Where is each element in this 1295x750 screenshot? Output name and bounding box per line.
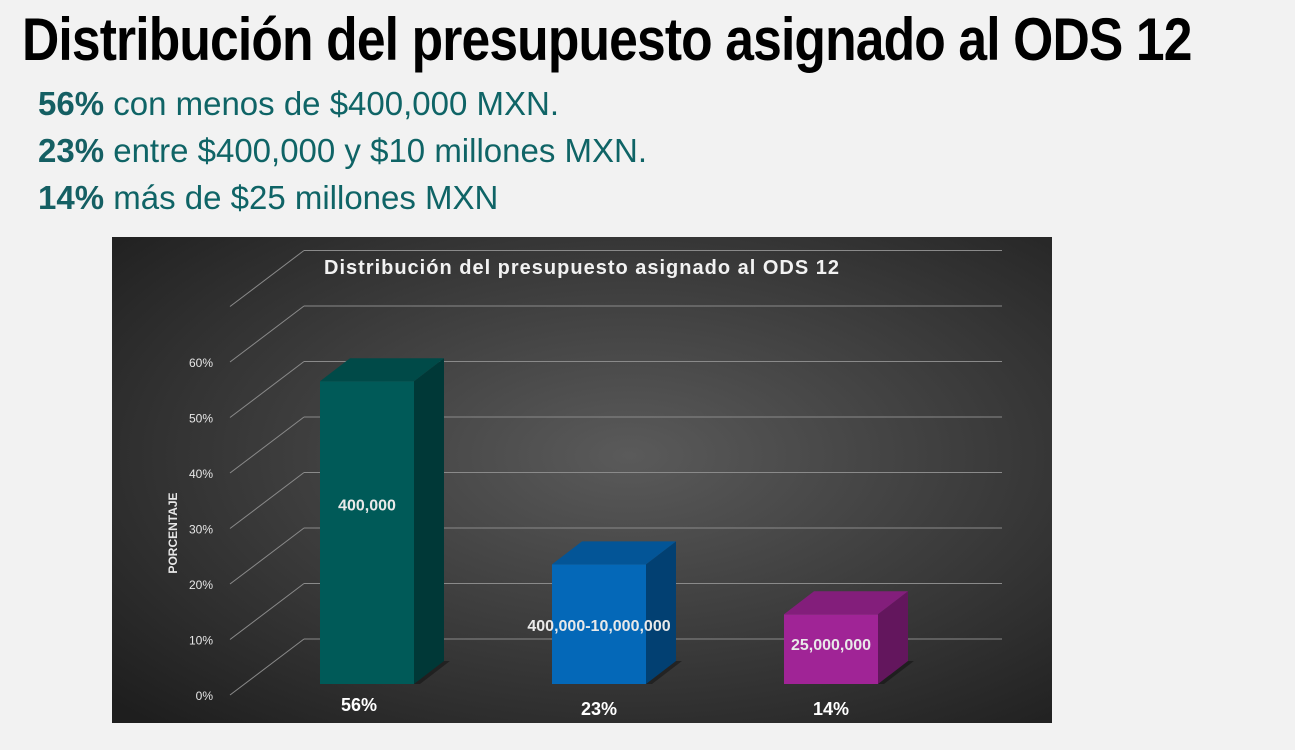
- y-tick-label: 20%: [189, 578, 213, 592]
- summary-bullets: 56% con menos de $400,000 MXN. 23% entre…: [38, 80, 647, 221]
- bar: 400,000-10,000,000: [527, 541, 682, 684]
- bar-top: [552, 541, 676, 565]
- chart-title: Distribución del presupuesto asignado al…: [324, 257, 840, 279]
- y-tick-label: 30%: [189, 523, 213, 537]
- y-tick-label: 50%: [189, 412, 213, 426]
- bar-front: [784, 614, 878, 684]
- bullet-text: entre $400,000 y $10 millones MXN.: [104, 132, 648, 169]
- bar-side: [646, 541, 676, 684]
- gridline-depth: [229, 527, 305, 585]
- bar-chart: Distribución del presupuesto asignado al…: [112, 237, 1052, 723]
- bar-front: [552, 564, 646, 684]
- y-tick-label: 0%: [196, 689, 214, 703]
- gridline-depth: [229, 583, 305, 640]
- bullet-text: más de $25 millones MXN: [104, 179, 499, 216]
- data-label: 25,000,000: [791, 637, 871, 654]
- category-label: 14%: [813, 699, 849, 719]
- y-tick-label: 60%: [189, 356, 213, 370]
- slide-title: Distribución del presupuesto asignado al…: [22, 6, 1192, 73]
- bullet-percentage: 14%: [38, 179, 105, 216]
- bullet-item: 23% entre $400,000 y $10 millones MXN.: [38, 127, 647, 174]
- gridline-depth: [229, 416, 305, 474]
- bullet-item: 56% con menos de $400,000 MXN.: [38, 80, 647, 127]
- y-tick-label: 10%: [189, 634, 213, 648]
- y-tick-label: 40%: [189, 467, 213, 481]
- bullet-percentage: 23%: [38, 132, 105, 169]
- data-label: 400,000-10,000,000: [527, 618, 670, 635]
- gridline-depth: [229, 305, 305, 363]
- bar: 400,000: [320, 358, 450, 684]
- category-label: 23%: [581, 699, 617, 719]
- bullet-item: 14% más de $25 millones MXN: [38, 174, 647, 221]
- bullet-text: con menos de $400,000 MXN.: [104, 85, 560, 122]
- chart-container: Distribución del presupuesto asignado al…: [112, 237, 1052, 723]
- bar-side: [878, 591, 908, 684]
- x-axis-labels: 56% 23% 14%: [341, 695, 849, 719]
- gridline-depth: [229, 472, 305, 529]
- y-axis-label: PORCENTAJE: [166, 492, 180, 573]
- bars: 400,000 400,000-10,000,000 25,000,000: [320, 358, 914, 684]
- y-axis-ticks: 0% 10% 20% 30% 40% 50% 60%: [189, 356, 213, 703]
- gridline-depth: [229, 361, 305, 418]
- gridline-depth: [229, 250, 305, 307]
- bar: 25,000,000: [784, 591, 914, 684]
- gridline-depth: [229, 638, 305, 696]
- bullet-percentage: 56%: [38, 85, 105, 122]
- category-label: 56%: [341, 695, 377, 715]
- bar-top: [320, 358, 444, 382]
- bar-top: [784, 591, 908, 615]
- bar-front: [320, 381, 414, 684]
- data-label: 400,000: [338, 498, 396, 515]
- bar-side: [414, 358, 444, 684]
